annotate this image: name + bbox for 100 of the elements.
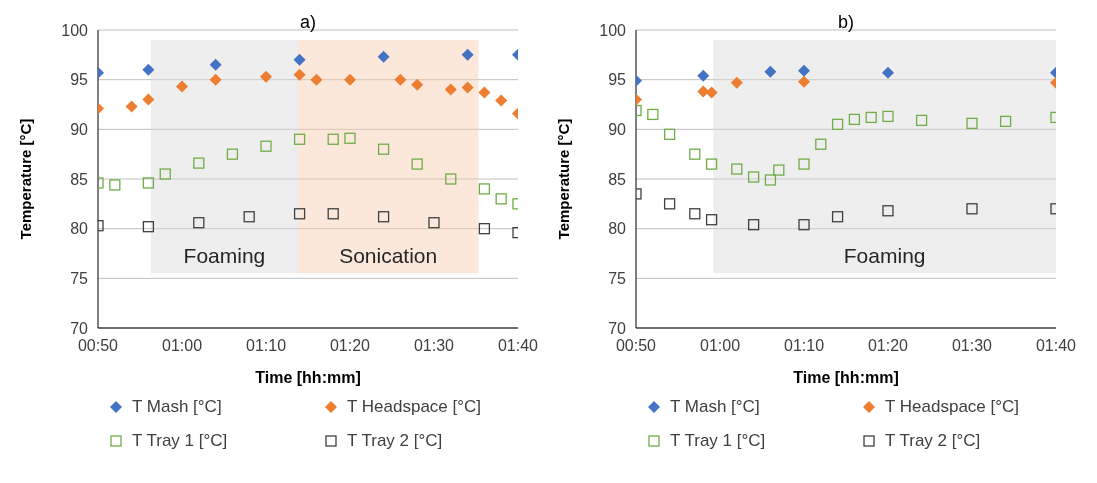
point — [882, 205, 894, 217]
point — [293, 133, 306, 145]
y-tick-label: 95 — [608, 71, 627, 89]
point — [159, 168, 171, 180]
point — [966, 117, 978, 130]
point — [747, 171, 760, 183]
point — [293, 53, 306, 66]
legend-label: T Mash [°C] — [132, 397, 222, 417]
x-tick-label: 00:50 — [615, 337, 657, 355]
point — [697, 69, 710, 82]
y-tick-label: 70 — [608, 319, 627, 337]
y-tick-label: 85 — [70, 170, 89, 188]
point — [915, 114, 928, 127]
band-label: Foaming — [843, 244, 926, 268]
point — [344, 132, 356, 144]
point — [293, 208, 306, 220]
point — [478, 86, 491, 99]
point — [882, 110, 894, 123]
point — [260, 140, 272, 152]
point — [176, 80, 189, 93]
point — [193, 157, 205, 169]
point — [731, 163, 743, 175]
y-tick-label: 85 — [608, 170, 627, 188]
point — [478, 183, 491, 195]
point — [411, 158, 423, 170]
y-tick-label: 90 — [70, 121, 89, 139]
point — [142, 177, 155, 189]
y-axis-title: Temperature [°C] — [555, 118, 573, 240]
point — [293, 68, 306, 81]
point — [865, 111, 877, 124]
x-tick-label: 01:30 — [413, 337, 455, 355]
legend-label: T Headspace [°C] — [347, 397, 482, 417]
point — [343, 73, 356, 86]
point — [209, 73, 222, 86]
x-tick-label: 01:20 — [867, 337, 909, 355]
point — [243, 211, 255, 223]
point — [999, 115, 1012, 128]
point — [831, 118, 844, 131]
point — [193, 217, 205, 229]
point — [142, 221, 155, 233]
point — [647, 108, 659, 121]
point — [798, 64, 811, 77]
point — [327, 133, 339, 145]
point — [125, 100, 138, 113]
y-tick-label: 100 — [61, 21, 89, 39]
point — [478, 223, 491, 235]
x-tick-label: 01:00 — [161, 337, 203, 355]
point — [142, 93, 155, 106]
y-tick-label: 90 — [608, 121, 627, 139]
legend-label: T Mash [°C] — [670, 397, 760, 417]
point — [798, 75, 811, 88]
point — [764, 174, 777, 186]
x-axis-title: Time [hh:mm] — [255, 369, 361, 386]
point — [881, 66, 894, 79]
x-tick-label: 01:40 — [497, 337, 539, 355]
point — [377, 143, 390, 155]
x-tick-label: 00:50 — [77, 337, 119, 355]
point — [798, 219, 810, 231]
point — [831, 211, 844, 223]
point — [730, 76, 743, 89]
point — [798, 158, 810, 170]
band-label: Sonication — [339, 244, 438, 268]
point — [310, 73, 323, 86]
y-tick-label: 95 — [70, 71, 89, 89]
legend-label: T Tray 2 [°C] — [885, 431, 981, 451]
y-tick-label: 70 — [70, 319, 89, 337]
x-tick-label: 01:40 — [1035, 337, 1077, 355]
y-axis-title: Temperature [°C] — [17, 118, 35, 240]
x-tick-label: 01:00 — [699, 337, 741, 355]
y-tick-label: 80 — [608, 220, 627, 238]
point — [226, 148, 239, 160]
x-tick-label: 01:20 — [329, 337, 371, 355]
point — [663, 198, 676, 210]
y-tick-label: 75 — [608, 270, 627, 288]
band-label: Foaming — [183, 244, 266, 268]
point — [428, 217, 440, 229]
point — [848, 113, 861, 126]
x-tick-label: 01:10 — [784, 337, 825, 355]
chart-title: b) — [837, 12, 855, 32]
point — [689, 148, 701, 160]
point — [377, 211, 390, 223]
legend-label: T Headspace [°C] — [885, 397, 1020, 417]
y-tick-label: 75 — [70, 270, 89, 288]
chart-title: a) — [299, 12, 317, 32]
point — [495, 193, 507, 205]
point — [109, 179, 121, 191]
point — [327, 208, 339, 220]
legend-label: T Tray 1 [°C] — [670, 431, 766, 451]
point — [445, 173, 457, 185]
point — [411, 78, 424, 91]
x-tick-label: 01:30 — [951, 337, 993, 355]
x-axis-title: Time [hh:mm] — [793, 369, 899, 386]
y-tick-label: 80 — [70, 220, 89, 238]
point — [394, 73, 407, 86]
point — [764, 65, 777, 78]
point — [815, 138, 827, 150]
point — [663, 128, 676, 140]
point — [966, 203, 978, 215]
point — [142, 63, 155, 76]
point — [705, 214, 718, 226]
